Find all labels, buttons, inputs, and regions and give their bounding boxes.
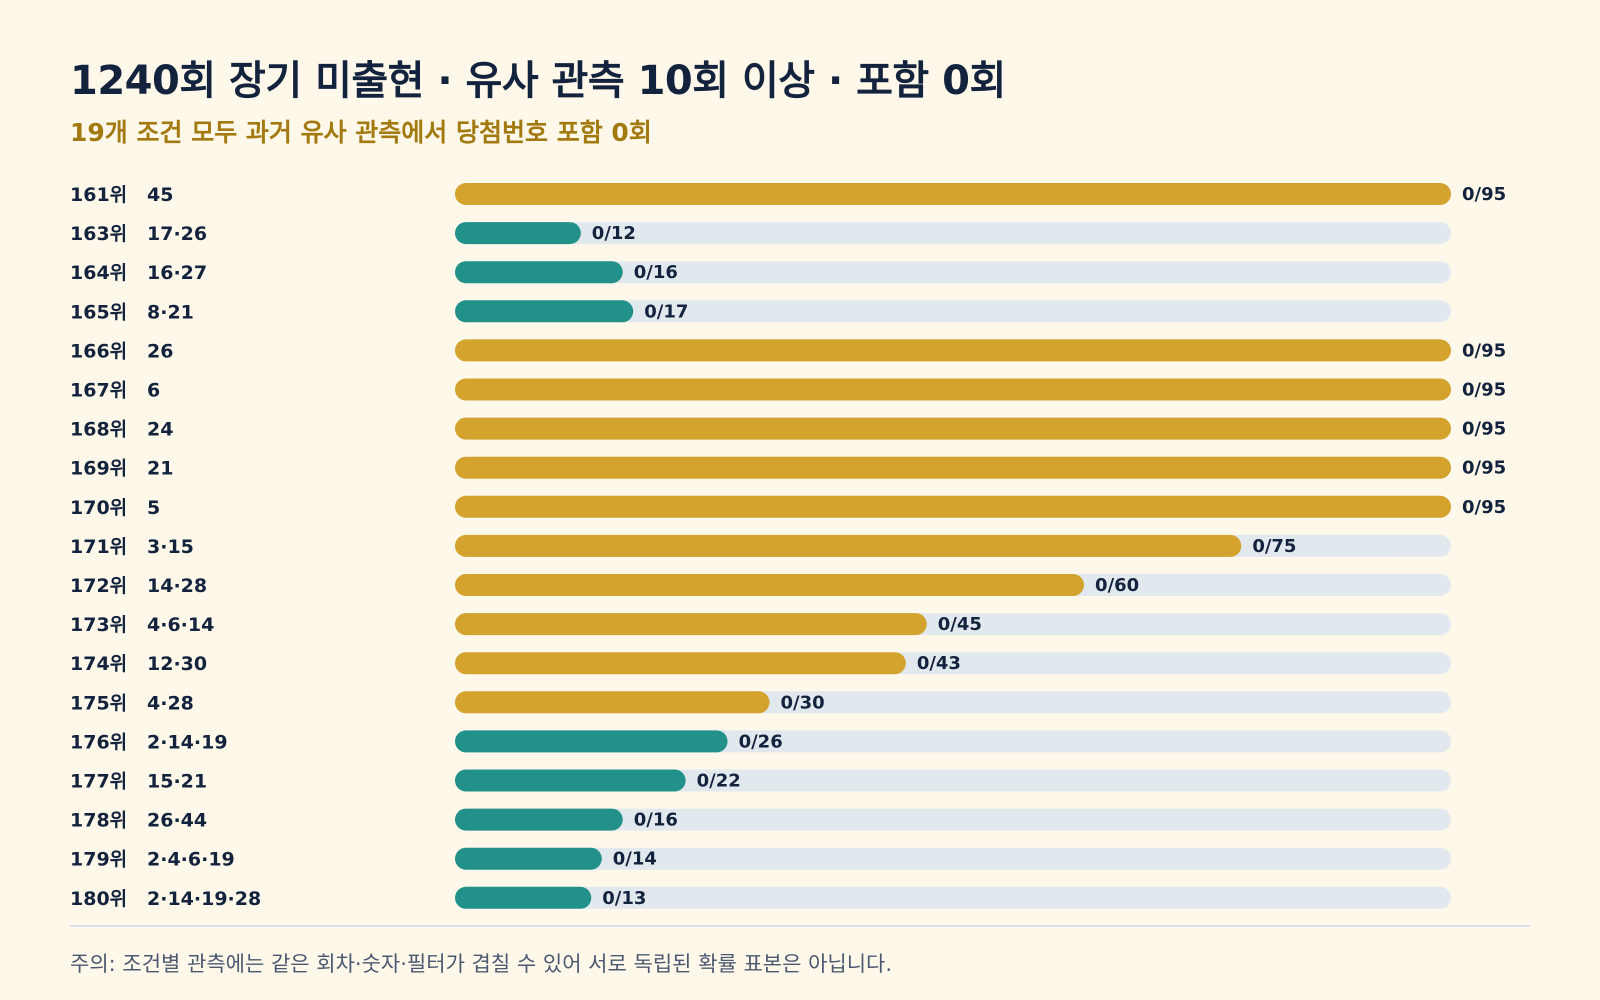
bar (455, 456, 1451, 479)
value-label: 0/14 (613, 849, 657, 870)
rank-label: 174위 (70, 653, 127, 675)
bar (455, 183, 1451, 205)
chart-subtitle: 19개 조건 모두 과거 유사 관측에서 당첨번호 포함 0회 (70, 118, 652, 147)
rank-label: 163위 (70, 223, 127, 245)
bar (455, 847, 602, 870)
rank-label: 179위 (70, 849, 127, 871)
bar (455, 886, 592, 909)
rank-label: 173위 (70, 614, 127, 636)
value-label: 0/12 (592, 223, 636, 244)
value-label: 0/13 (602, 888, 646, 909)
rank-label: 177위 (70, 771, 127, 793)
bar-track (455, 769, 1451, 792)
divider (70, 925, 1530, 927)
numbers-label: 24 (147, 419, 173, 441)
bar-track (455, 847, 1451, 870)
rank-label: 175위 (70, 692, 127, 714)
bar-track (455, 261, 1451, 284)
bar (455, 417, 1451, 440)
bar-track (455, 222, 1451, 245)
numbers-label: 2·14·19 (147, 731, 228, 753)
numbers-label: 2·4·6·19 (147, 849, 235, 871)
bar (455, 495, 1451, 518)
bar (455, 613, 927, 636)
bar (455, 339, 1451, 362)
value-label: 0/95 (1462, 458, 1506, 479)
rank-label: 171위 (70, 536, 127, 558)
bar (455, 769, 686, 792)
value-label: 0/30 (781, 692, 825, 713)
rank-label: 161위 (70, 184, 127, 206)
numbers-label: 15·21 (147, 771, 207, 793)
chart-title: 1240회 장기 미출현 · 유사 관측 10회 이상 · 포함 0회 (70, 58, 1006, 104)
numbers-label: 26 (147, 340, 173, 362)
bar (455, 808, 623, 831)
bar (455, 378, 1451, 401)
value-label: 0/16 (634, 810, 678, 831)
value-label: 0/43 (917, 653, 961, 674)
footnote: 주의: 조건별 관측에는 같은 회차·숫자·필터가 겹칠 수 있어 서로 독립된… (70, 952, 893, 976)
value-label: 0/75 (1252, 536, 1296, 557)
rank-label: 167위 (70, 380, 127, 402)
bar-chart: 161위 45 0/95 163위 17·26 0/12 164위 16·27 0/16 165위… (70, 183, 1506, 910)
rank-label: 166위 (70, 340, 127, 362)
rank-label: 180위 (70, 888, 127, 910)
numbers-label: 45 (147, 184, 173, 206)
numbers-label: 21 (147, 458, 173, 480)
value-label: 0/22 (697, 771, 741, 792)
rank-label: 178위 (70, 810, 127, 832)
rank-label: 165위 (70, 301, 127, 323)
bar (455, 300, 634, 323)
bar (455, 534, 1242, 557)
bar-track (455, 808, 1451, 831)
rank-label: 169위 (70, 458, 127, 480)
value-label: 0/45 (938, 614, 982, 635)
numbers-label: 26·44 (147, 810, 207, 832)
bar-track (455, 300, 1451, 323)
bar (455, 261, 623, 284)
value-label: 0/16 (634, 262, 678, 283)
rank-label: 176위 (70, 731, 127, 753)
rank-label: 170위 (70, 497, 127, 519)
value-label: 0/60 (1095, 575, 1139, 596)
value-label: 0/95 (1462, 380, 1506, 401)
bar (455, 222, 581, 245)
value-label: 0/17 (644, 301, 688, 322)
rank-label: 168위 (70, 419, 127, 441)
value-label: 0/95 (1462, 340, 1506, 361)
numbers-label: 17·26 (147, 223, 207, 245)
numbers-label: 14·28 (147, 575, 207, 597)
numbers-label: 16·27 (147, 262, 207, 284)
value-label: 0/95 (1462, 497, 1506, 518)
bar (455, 652, 906, 675)
numbers-label: 4·28 (147, 692, 194, 714)
bar (455, 691, 770, 714)
numbers-label: 5 (147, 497, 160, 519)
numbers-label: 6 (147, 380, 160, 402)
bar-track (455, 886, 1451, 909)
rank-label: 172위 (70, 575, 127, 597)
numbers-label: 2·14·19·28 (147, 888, 261, 910)
value-label: 0/95 (1462, 419, 1506, 440)
numbers-label: 4·6·14 (147, 614, 214, 636)
bar (455, 574, 1085, 596)
bar (455, 730, 728, 753)
rank-label: 164위 (70, 262, 127, 284)
value-label: 0/95 (1462, 184, 1506, 205)
numbers-label: 3·15 (147, 536, 194, 558)
numbers-label: 12·30 (147, 653, 207, 675)
numbers-label: 8·21 (147, 301, 194, 323)
value-label: 0/26 (739, 731, 783, 752)
